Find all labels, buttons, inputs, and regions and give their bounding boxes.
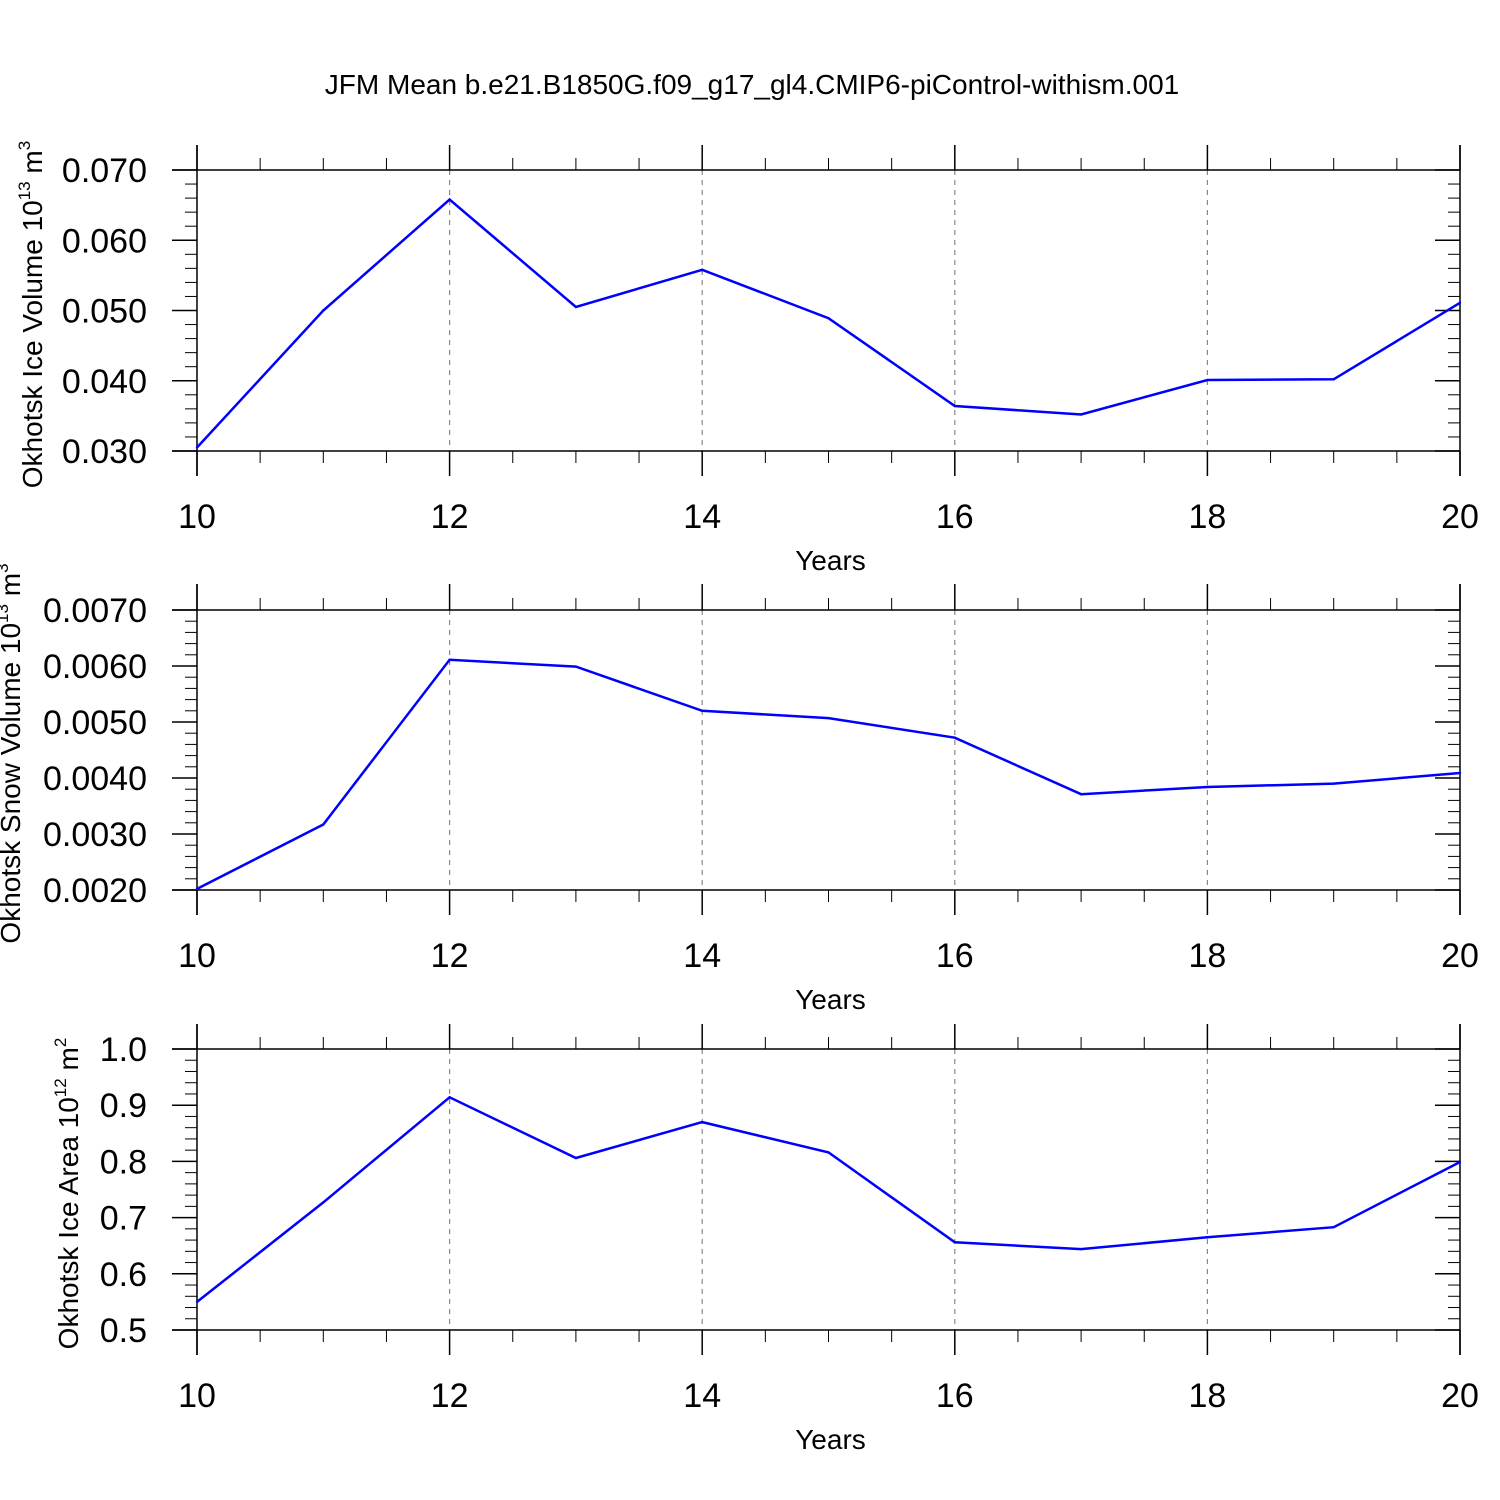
data-point [574, 665, 578, 668]
x-tick-label: 12 [431, 1377, 469, 1415]
y-axis-label-unit-exponent: 3 [0, 563, 12, 572]
y-axis-label-unit-exponent: 2 [51, 1038, 70, 1047]
x-axis-label: Years [795, 545, 866, 576]
data-point [701, 709, 704, 712]
data-point [574, 1156, 578, 1160]
y-axis-label-unit: m [17, 150, 48, 181]
y-tick-label: 0.0020 [43, 872, 147, 910]
y-tick-label: 0.9 [100, 1087, 147, 1125]
y-tick-label: 1.0 [100, 1031, 147, 1069]
y-axis-label-unit: m [53, 1047, 84, 1078]
data-point [195, 446, 199, 449]
x-tick-label: 16 [936, 937, 974, 975]
data-point [448, 1096, 451, 1099]
x-tick-label: 14 [683, 1377, 721, 1415]
data-point [1458, 771, 1462, 775]
data-point [701, 268, 704, 271]
y-tick-label: 0.050 [62, 293, 147, 331]
panel-2: 10 12 14 16 18 20 0.0020 0.0030 0.0040 0.0050 0.00… [0, 563, 1479, 1015]
data-point [1206, 378, 1209, 382]
figure-title: JFM Mean b.e21.B1850G.f09_g17_gl4.CMIP6-… [325, 69, 1179, 100]
data-point [1458, 301, 1462, 304]
data-point [448, 658, 451, 662]
data-point [701, 1120, 704, 1124]
x-tick-label: 20 [1441, 937, 1479, 975]
data-point [1332, 378, 1335, 381]
y-axis-label: Okhotsk Snow Volume 1013 m3 [0, 563, 26, 943]
x-tick-label: 12 [431, 937, 469, 975]
data-point [953, 404, 956, 408]
data-point [1206, 785, 1209, 789]
x-tick-label: 18 [1188, 498, 1226, 536]
data-point [195, 887, 199, 891]
y-tick-label: 0.040 [62, 363, 147, 401]
y-axis-label: Okhotsk Ice Volume 1013 m3 [15, 141, 48, 488]
y-tick-label: 0.060 [62, 222, 147, 260]
y-tick-label: 0.0060 [43, 648, 147, 686]
x-axis-label: Years [795, 1424, 866, 1455]
data-point [1079, 793, 1083, 796]
data-point [827, 317, 830, 320]
panels: 10 12 14 16 18 20 0.030 0.040 0.050 0.060 0.070 Yea… [0, 141, 1479, 1455]
y-tick-label: 0.070 [62, 152, 147, 190]
panel-3: 10 12 14 16 18 20 0.5 0.6 0.7 0.8 0.9 1.0 Years Okhot… [51, 1024, 1479, 1455]
x-tick-label: 20 [1441, 498, 1479, 536]
x-tick-label: 20 [1441, 1377, 1479, 1415]
y-tick-label: 0.6 [100, 1256, 147, 1294]
x-tick-label: 18 [1188, 1377, 1226, 1415]
y-tick-label: 0.5 [100, 1312, 147, 1350]
y-tick-label: 0.8 [100, 1143, 147, 1181]
x-tick-label: 18 [1188, 937, 1226, 975]
y-axis-label-exponent: 13 [15, 181, 34, 200]
data-point [1332, 1225, 1335, 1229]
x-tick-label: 12 [431, 498, 469, 536]
panel-1: 10 12 14 16 18 20 0.030 0.040 0.050 0.060 0.070 Yea… [15, 141, 1479, 576]
data-point [322, 823, 325, 826]
data-point [1079, 413, 1083, 416]
y-axis-label-text: Okhotsk Ice Area 10 [53, 1097, 84, 1349]
data-point [953, 1241, 956, 1244]
data-point [827, 716, 830, 720]
data-point [953, 736, 956, 739]
y-axis-label-exponent: 13 [0, 604, 12, 623]
y-tick-label: 0.0050 [43, 704, 147, 742]
x-tick-label: 16 [936, 1377, 974, 1415]
data-point [574, 305, 578, 309]
y-axis-label: Okhotsk Ice Area 1012 m2 [51, 1038, 84, 1350]
x-tick-label: 14 [683, 498, 721, 536]
y-axis-label-text: Okhotsk Snow Volume 10 [0, 623, 26, 944]
y-tick-label: 0.030 [62, 433, 147, 471]
y-tick-label: 0.0030 [43, 816, 147, 854]
x-tick-label: 14 [683, 937, 721, 975]
y-axis-label-unit: m [0, 573, 26, 604]
data-point [448, 198, 451, 201]
y-tick-label: 0.0040 [43, 760, 147, 798]
y-axis-label-unit-exponent: 3 [15, 141, 34, 150]
y-axis-label-text: Okhotsk Ice Volume 10 [17, 200, 48, 488]
x-tick-label: 10 [178, 937, 216, 975]
y-tick-label: 0.7 [100, 1200, 147, 1238]
data-point [195, 1300, 199, 1304]
data-point [1332, 782, 1335, 785]
x-tick-label: 10 [178, 1377, 216, 1415]
x-axis-label: Years [795, 984, 866, 1015]
y-axis-label-exponent: 12 [51, 1078, 70, 1097]
data-point [1458, 1160, 1462, 1164]
y-tick-label: 0.0070 [43, 592, 147, 630]
data-point [322, 309, 325, 312]
data-point [1206, 1236, 1209, 1239]
data-point [322, 1201, 325, 1204]
x-tick-label: 16 [936, 498, 974, 536]
x-tick-label: 10 [178, 498, 216, 536]
data-point [827, 1151, 830, 1154]
data-point [1079, 1247, 1083, 1251]
